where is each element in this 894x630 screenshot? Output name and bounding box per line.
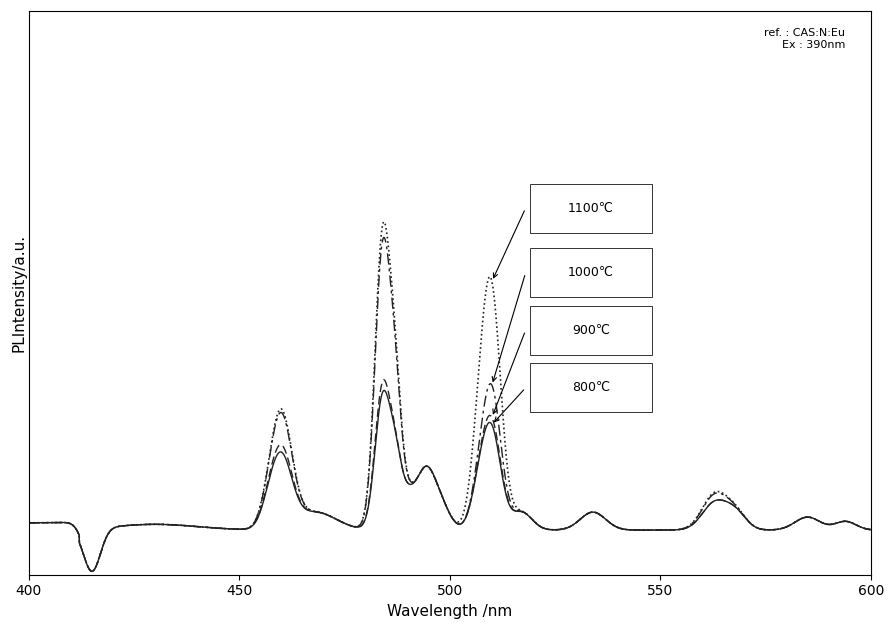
1000℃ xyxy=(383,261,393,268)
1000℃ xyxy=(848,520,859,528)
Bar xyxy=(529,248,651,297)
900℃ xyxy=(346,522,357,530)
1000℃ xyxy=(120,522,131,529)
1100℃ xyxy=(864,526,875,534)
900℃ xyxy=(170,521,181,529)
1000℃ xyxy=(87,568,97,575)
900℃ xyxy=(378,376,389,384)
900℃ xyxy=(864,526,875,534)
900℃ xyxy=(758,526,769,534)
800℃ xyxy=(864,526,875,534)
1100℃ xyxy=(378,218,389,226)
800℃ xyxy=(378,387,389,394)
Bar xyxy=(529,364,651,412)
1000℃ xyxy=(346,522,357,530)
900℃ xyxy=(383,390,393,398)
1100℃ xyxy=(346,522,357,530)
1000℃ xyxy=(378,234,389,241)
1000℃ xyxy=(864,526,875,534)
Bar xyxy=(529,184,651,232)
800℃ xyxy=(87,568,97,575)
Bar xyxy=(529,306,651,355)
800℃ xyxy=(848,520,859,528)
800℃ xyxy=(758,526,769,534)
900℃ xyxy=(23,519,34,527)
1100℃ xyxy=(848,520,859,528)
Line: 1100℃: 1100℃ xyxy=(29,222,870,571)
Text: ref. : CAS:N:Eu
Ex : 390nm: ref. : CAS:N:Eu Ex : 390nm xyxy=(763,28,845,50)
900℃ xyxy=(120,522,131,529)
800℃ xyxy=(23,519,34,527)
Line: 1000℃: 1000℃ xyxy=(29,238,870,571)
800℃ xyxy=(383,398,393,405)
1100℃ xyxy=(87,568,97,575)
Text: 1100℃: 1100℃ xyxy=(568,202,613,215)
800℃ xyxy=(346,522,357,530)
X-axis label: Wavelength /nm: Wavelength /nm xyxy=(387,604,512,619)
Text: 1000℃: 1000℃ xyxy=(567,266,613,279)
1100℃ xyxy=(23,519,34,527)
Text: 800℃: 800℃ xyxy=(571,381,609,394)
1100℃ xyxy=(120,522,131,529)
900℃ xyxy=(848,520,859,528)
Line: 800℃: 800℃ xyxy=(29,391,870,571)
1000℃ xyxy=(170,521,181,529)
800℃ xyxy=(120,522,131,529)
800℃ xyxy=(170,521,181,529)
Text: 900℃: 900℃ xyxy=(571,324,609,337)
1100℃ xyxy=(170,521,181,529)
1100℃ xyxy=(758,526,769,534)
1000℃ xyxy=(758,526,769,534)
900℃ xyxy=(87,568,97,575)
Line: 900℃: 900℃ xyxy=(29,380,870,571)
1100℃ xyxy=(383,246,393,254)
1000℃ xyxy=(23,519,34,527)
Y-axis label: PLIntensity/a.u.: PLIntensity/a.u. xyxy=(11,234,26,352)
